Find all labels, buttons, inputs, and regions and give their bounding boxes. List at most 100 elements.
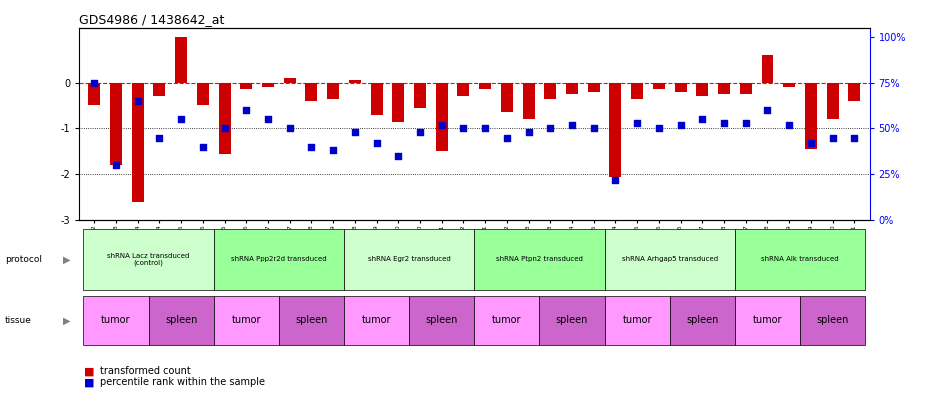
Point bbox=[608, 176, 623, 183]
Point bbox=[369, 140, 384, 146]
Bar bbox=[609, 83, 621, 176]
Text: ■: ■ bbox=[84, 377, 94, 387]
Point bbox=[434, 121, 449, 128]
Text: spleen: spleen bbox=[295, 315, 327, 325]
Bar bbox=[175, 37, 187, 83]
Bar bbox=[327, 83, 339, 99]
Text: shRNA Egr2 transduced: shRNA Egr2 transduced bbox=[367, 256, 450, 263]
Bar bbox=[588, 83, 600, 92]
Text: percentile rank within the sample: percentile rank within the sample bbox=[100, 377, 265, 387]
Bar bbox=[214, 296, 279, 345]
Text: tumor: tumor bbox=[362, 315, 392, 325]
Bar bbox=[344, 229, 474, 290]
Bar bbox=[800, 296, 865, 345]
Bar bbox=[474, 229, 604, 290]
Point bbox=[174, 116, 189, 122]
Bar bbox=[349, 80, 361, 83]
Text: spleen: spleen bbox=[817, 315, 849, 325]
Bar bbox=[149, 296, 214, 345]
Bar bbox=[392, 83, 405, 121]
Text: protocol: protocol bbox=[5, 255, 42, 264]
Bar bbox=[566, 83, 578, 94]
Text: tumor: tumor bbox=[622, 315, 652, 325]
Bar bbox=[458, 83, 470, 96]
Bar bbox=[132, 83, 143, 202]
Text: shRNA Alk transduced: shRNA Alk transduced bbox=[762, 256, 839, 263]
Bar bbox=[718, 83, 730, 94]
Bar bbox=[674, 83, 686, 92]
Text: tumor: tumor bbox=[492, 315, 522, 325]
Text: tissue: tissue bbox=[5, 316, 32, 325]
Bar bbox=[805, 83, 817, 149]
Bar bbox=[670, 296, 735, 345]
Text: spleen: spleen bbox=[426, 315, 458, 325]
Bar bbox=[197, 83, 209, 105]
Text: transformed count: transformed count bbox=[100, 366, 192, 376]
Bar bbox=[848, 83, 860, 101]
Bar bbox=[783, 83, 795, 87]
Text: spleen: spleen bbox=[165, 315, 197, 325]
Point bbox=[456, 125, 471, 132]
Text: shRNA Ptpn2 transduced: shRNA Ptpn2 transduced bbox=[496, 256, 583, 263]
Point bbox=[565, 121, 579, 128]
Bar bbox=[84, 296, 149, 345]
Point bbox=[260, 116, 275, 122]
Point bbox=[651, 125, 666, 132]
Bar bbox=[305, 83, 317, 101]
Point bbox=[847, 134, 862, 141]
Point bbox=[239, 107, 254, 113]
Bar bbox=[474, 296, 539, 345]
Point bbox=[348, 129, 363, 135]
Bar bbox=[697, 83, 709, 96]
Bar bbox=[344, 296, 409, 345]
Bar bbox=[762, 55, 774, 83]
Text: spleen: spleen bbox=[556, 315, 588, 325]
Text: shRNA Ppp2r2d transduced: shRNA Ppp2r2d transduced bbox=[231, 256, 326, 263]
Bar bbox=[262, 83, 274, 87]
Bar bbox=[735, 296, 800, 345]
Text: shRNA Arhgap5 transduced: shRNA Arhgap5 transduced bbox=[621, 256, 718, 263]
Point bbox=[782, 121, 797, 128]
Point bbox=[283, 125, 298, 132]
Bar bbox=[739, 83, 751, 94]
Point bbox=[109, 162, 124, 168]
Bar bbox=[284, 78, 296, 83]
Bar bbox=[827, 83, 839, 119]
Bar bbox=[214, 229, 344, 290]
Point bbox=[195, 143, 210, 150]
Bar bbox=[153, 83, 166, 96]
Point bbox=[391, 153, 405, 159]
Text: spleen: spleen bbox=[686, 315, 719, 325]
Point bbox=[738, 120, 753, 126]
Point bbox=[673, 121, 688, 128]
Bar bbox=[735, 229, 865, 290]
Bar bbox=[653, 83, 665, 89]
Bar bbox=[370, 83, 382, 115]
Point bbox=[695, 116, 710, 122]
Bar bbox=[84, 229, 214, 290]
Bar bbox=[409, 296, 474, 345]
Point bbox=[304, 143, 319, 150]
Text: tumor: tumor bbox=[232, 315, 261, 325]
Text: ▶: ▶ bbox=[63, 315, 71, 325]
Point bbox=[760, 107, 775, 113]
Point bbox=[326, 147, 340, 154]
Text: tumor: tumor bbox=[752, 315, 782, 325]
Bar bbox=[501, 83, 512, 112]
Point bbox=[521, 129, 536, 135]
Point bbox=[630, 120, 644, 126]
Bar bbox=[414, 83, 426, 108]
Text: ■: ■ bbox=[84, 366, 94, 376]
Point bbox=[717, 120, 732, 126]
Text: tumor: tumor bbox=[101, 315, 131, 325]
Bar bbox=[523, 83, 535, 119]
Bar bbox=[544, 83, 556, 99]
Bar bbox=[604, 229, 735, 290]
Bar bbox=[279, 296, 344, 345]
Text: ▶: ▶ bbox=[63, 254, 71, 264]
Bar bbox=[240, 83, 252, 89]
Text: GDS4986 / 1438642_at: GDS4986 / 1438642_at bbox=[79, 13, 224, 26]
Point bbox=[586, 125, 601, 132]
Point bbox=[217, 125, 232, 132]
Point bbox=[825, 134, 840, 141]
